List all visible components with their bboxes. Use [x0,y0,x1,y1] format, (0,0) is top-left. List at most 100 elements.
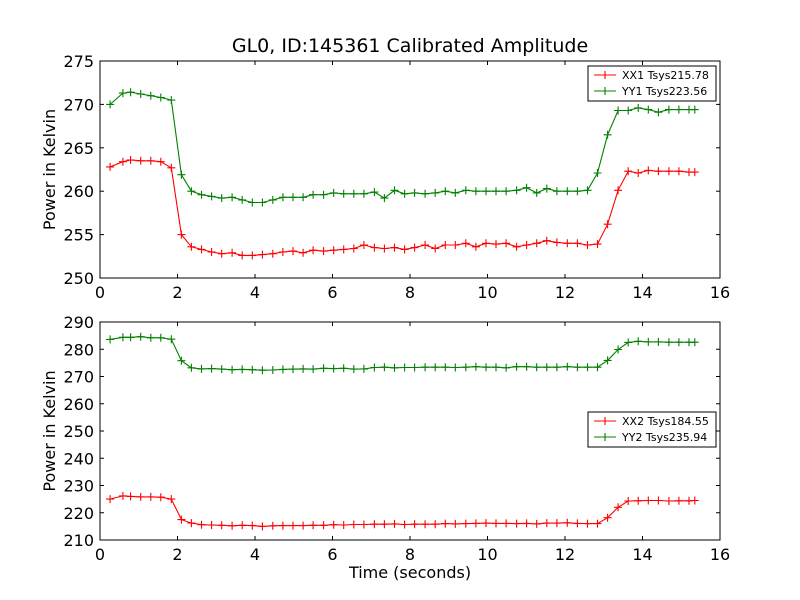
data-point [461,519,470,528]
data-point [552,519,561,528]
data-point [552,363,561,372]
data-point [268,521,277,530]
data-point [370,363,379,372]
data-point [238,195,247,204]
data-point [461,363,470,372]
legend-marker [601,87,609,95]
y-tick-label: 250 [63,422,94,441]
legend: XX2 Tsys184.55 YY2 Tsys235.94 [587,411,717,448]
data-point [492,187,500,196]
data-point [674,167,683,176]
data-point [299,521,308,530]
data-point [522,183,531,192]
data-point [674,105,683,114]
data-point [370,243,379,252]
x-tick-label: 2 [172,283,182,302]
y-axis-label: Power in Kelvin [40,370,59,491]
data-point [624,167,633,176]
data-point [512,186,521,195]
legend-label: YY1 Tsys223.56 [621,85,707,98]
data-point [118,333,127,342]
data-point [217,249,226,258]
data-point [217,521,226,530]
data-point [136,90,145,98]
data-point [603,220,612,229]
data-point [319,247,328,256]
data-point [339,364,348,373]
legend-label: XX2 Tsys184.55 [622,415,709,428]
data-point [664,497,673,505]
data-point [380,520,389,529]
data-point [299,248,308,257]
data-point [339,245,348,254]
data-point [177,356,186,365]
legend-label: XX1 Tsys215.78 [622,69,709,82]
y-tick-label: 270 [63,368,94,387]
data-point [238,365,247,374]
data-point [319,190,328,199]
data-point [207,192,216,201]
data-point [431,363,440,372]
data-point [106,335,115,344]
data-point [482,363,490,372]
data-point [542,236,551,245]
x-tick-label: 8 [405,283,415,302]
data-point [289,521,297,530]
data-point [217,194,226,203]
data-point [690,496,699,505]
data-point [228,521,237,530]
data-point [690,168,699,177]
data-point [431,244,440,253]
data-point [624,106,633,115]
data-point [197,245,206,254]
x-tick-label: 4 [250,283,260,302]
data-point [690,105,699,114]
series-1 [106,156,699,260]
data-point [410,363,419,372]
data-point [258,522,267,531]
data-point [390,363,399,372]
data-point [146,333,155,342]
data-point [380,363,389,372]
data-point [583,186,592,195]
data-point [187,187,196,196]
data-point [522,519,531,528]
data-point [471,362,480,371]
data-point [471,242,480,251]
bottom-plot: 0 2 4 6 8 10 12 14 16 210 220 230 240 250 260 270 280 290… [40,313,730,582]
data-point [309,190,318,199]
data-point [289,365,297,374]
data-point [644,105,653,114]
data-point [217,365,226,374]
data-point [482,187,490,196]
data-point [106,495,115,504]
y-tick-label: 280 [63,340,94,359]
data-point [593,363,602,372]
chart-title: GL0, ID:145361 Calibrated Amplitude [232,35,588,57]
data-point [339,521,348,529]
data-point [664,105,673,114]
x-tick-label: 12 [555,545,575,564]
data-point [502,363,511,372]
data-point [136,156,145,165]
data-point [583,363,592,372]
data-point [329,364,338,373]
data-point [228,365,237,374]
data-point [654,108,663,117]
legend-marker [601,433,609,441]
data-point [552,238,561,247]
x-tick-label: 16 [710,545,730,564]
data-point [248,198,257,207]
y-tick-label: 250 [63,269,94,288]
data-point [654,167,663,176]
x-tick-label: 12 [555,283,575,302]
data-point [156,333,165,342]
data-point [482,519,490,528]
y-tick-label: 210 [63,531,94,550]
data-point [329,520,338,529]
data-point [614,186,623,195]
data-point [624,338,633,347]
data-point [126,333,135,342]
data-point [573,187,582,196]
legend-marker [601,71,609,79]
